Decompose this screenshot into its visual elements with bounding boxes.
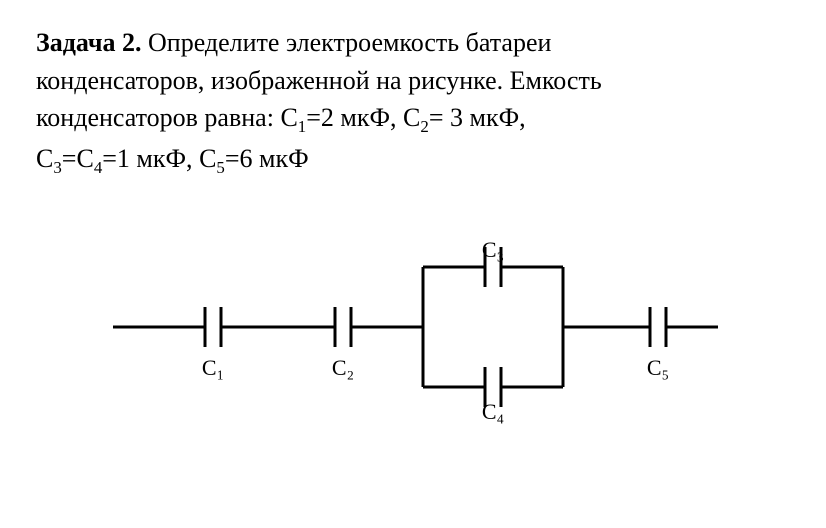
svg-text:C₅: C₅: [647, 355, 669, 380]
problem-page: Задача 2. Определите электроемкость бата…: [0, 0, 826, 427]
c3-sym: C: [36, 144, 53, 173]
svg-text:C₃: C₃: [482, 237, 504, 262]
c4-sym: C: [76, 144, 93, 173]
problem-line-1b: конденсаторов, изображенной на рисунке. …: [36, 66, 602, 95]
problem-text: Задача 2. Определите электроемкость бата…: [36, 24, 790, 181]
c5-sub: 5: [216, 158, 224, 177]
c2-val: = 3 мкФ,: [429, 103, 526, 132]
circuit-diagram: C₁ C₂ C₃ C₄ C₅: [103, 227, 723, 427]
svg-text:C₂: C₂: [332, 355, 354, 380]
svg-text:C₄: C₄: [482, 399, 504, 424]
c3-sub: 3: [53, 158, 61, 177]
eq-c3c4: =: [62, 144, 77, 173]
svg-text:C₁: C₁: [202, 355, 224, 380]
c1-val: =2 мкФ,: [306, 103, 403, 132]
problem-line-1a: Определите электроемкость батареи: [142, 28, 552, 57]
c5-val: =6 мкФ: [225, 144, 309, 173]
c1-sym: C: [280, 103, 297, 132]
c34-val: =1 мкФ,: [102, 144, 199, 173]
circuit-diagram-wrap: C₁ C₂ C₃ C₄ C₅: [36, 227, 790, 427]
c4-sub: 4: [94, 158, 102, 177]
c2-sym: C: [403, 103, 420, 132]
c5-sym: C: [199, 144, 216, 173]
problem-title: Задача 2.: [36, 28, 142, 57]
problem-line-1c: конденсаторов равна:: [36, 103, 280, 132]
c2-sub: 2: [420, 118, 428, 137]
c1-sub: 1: [298, 118, 306, 137]
